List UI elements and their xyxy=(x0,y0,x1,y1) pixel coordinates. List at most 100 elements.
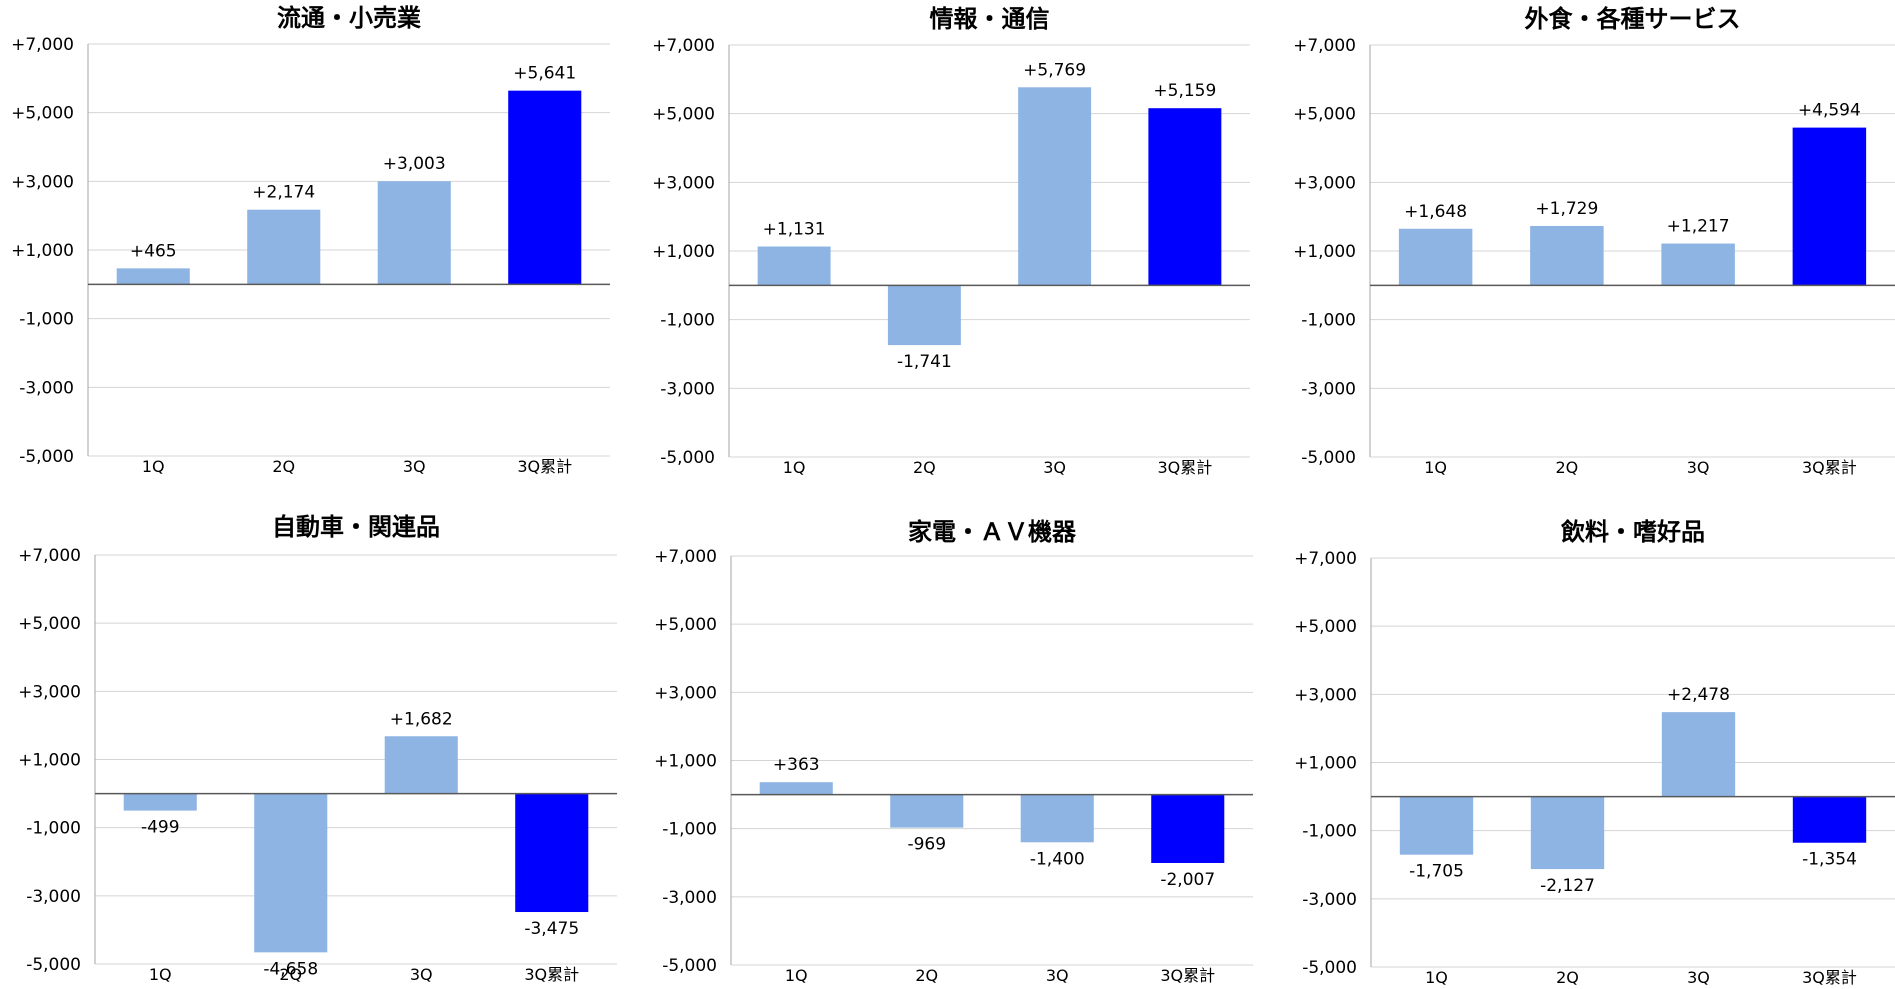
x-tick-label: 2Q xyxy=(913,458,936,477)
bar-quarter xyxy=(757,246,831,286)
data-label: +1,217 xyxy=(1667,217,1730,237)
data-label: +1,729 xyxy=(1535,199,1598,219)
y-tick-label: -3,000 xyxy=(660,379,715,399)
x-tick-label: 3Q xyxy=(403,457,426,476)
y-tick-label: +3,000 xyxy=(11,172,74,192)
bar-quarter xyxy=(384,736,458,794)
y-tick-label: +7,000 xyxy=(652,36,715,56)
y-tick-label: -1,000 xyxy=(1302,822,1357,842)
data-label: +2,174 xyxy=(252,183,315,203)
chart-title: 自動車・関連品 xyxy=(272,513,440,541)
y-tick-label: -5,000 xyxy=(662,956,717,976)
x-tick-label: 1Q xyxy=(785,966,808,985)
bar-quarter xyxy=(123,793,197,811)
y-tick-label: +3,000 xyxy=(1294,685,1357,705)
x-tick-label: 3Q累計 xyxy=(1160,966,1215,985)
y-tick-label: -3,000 xyxy=(26,887,81,907)
y-tick-label: -1,000 xyxy=(19,310,74,330)
y-tick-label: -1,000 xyxy=(26,819,81,839)
x-tick-label: 3Q累計 xyxy=(1157,458,1212,477)
y-tick-label: -3,000 xyxy=(1302,890,1357,910)
y-tick-label: +7,000 xyxy=(11,35,74,55)
y-tick-label: -5,000 xyxy=(660,448,715,468)
y-tick-label: -1,000 xyxy=(662,820,717,840)
data-label: +5,159 xyxy=(1153,81,1216,101)
bar-quarter xyxy=(1020,794,1094,843)
bar-chart: 飲料・嗜好品 +7,000 +5,000 +3,000 +1,000 -1,000 -3,0… xyxy=(1294,518,1895,987)
bar-quarter xyxy=(1530,225,1604,286)
data-label: -969 xyxy=(907,835,946,855)
y-tick-label: +7,000 xyxy=(654,547,717,567)
data-label: -1,354 xyxy=(1802,850,1857,870)
x-tick-label: 3Q累計 xyxy=(517,457,572,476)
bar-quarter xyxy=(1530,796,1605,870)
bar-quarter xyxy=(377,181,451,285)
y-tick-label: -5,000 xyxy=(26,955,81,975)
bar-quarter xyxy=(890,794,964,828)
x-tick-label: 2Q xyxy=(915,966,938,985)
x-tick-label: 3Q xyxy=(1043,458,1066,477)
y-tick-label: +1,000 xyxy=(1293,242,1356,262)
data-label: +465 xyxy=(130,241,177,261)
bar-chart: 流通・小売業 +7,000 +5,000 +3,000 +1,000 -1,000 -3,0… xyxy=(11,4,610,476)
bar-chart: 情報・通信 +7,000 +5,000 +3,000 +1,000 -1,000 -3,00… xyxy=(652,5,1250,477)
x-tick-label: 2Q xyxy=(272,457,295,476)
bar-quarter xyxy=(887,285,961,346)
bar-cumulative xyxy=(1148,108,1222,286)
y-tick-label: +1,000 xyxy=(654,752,717,772)
y-tick-label: +3,000 xyxy=(652,173,715,193)
bar-cumulative xyxy=(1792,127,1867,286)
data-label: -2,127 xyxy=(1540,876,1595,896)
x-tick-label: 1Q xyxy=(142,457,165,476)
bar-quarter xyxy=(1398,228,1473,286)
x-tick-label: 3Q累計 xyxy=(524,965,579,984)
bar-quarter xyxy=(1661,712,1736,797)
x-tick-label: 1Q xyxy=(1424,458,1447,477)
data-label: -3,475 xyxy=(524,919,579,939)
data-label: -1,705 xyxy=(1409,862,1464,882)
bar-cumulative xyxy=(508,90,582,285)
y-tick-label: +5,000 xyxy=(1293,105,1356,125)
bar-cumulative xyxy=(1792,796,1867,843)
bar-quarter xyxy=(1018,87,1092,286)
x-tick-label: 3Q xyxy=(1046,966,1069,985)
x-tick-label: 1Q xyxy=(1425,968,1448,987)
bar-quarter xyxy=(116,268,190,285)
bar-quarter xyxy=(254,793,328,953)
data-label: +1,131 xyxy=(763,220,826,240)
y-tick-label: +5,000 xyxy=(654,615,717,635)
data-label: -4,658 xyxy=(263,959,318,979)
bar-chart: 自動車・関連品 +7,000 +5,000 +3,000 +1,000 -1,000 -3,… xyxy=(18,513,617,984)
chart-title: 情報・通信 xyxy=(930,5,1050,33)
data-label: +4,594 xyxy=(1798,101,1861,121)
x-tick-label: 2Q xyxy=(279,965,302,984)
y-tick-label: +1,000 xyxy=(11,241,74,261)
y-tick-label: +5,000 xyxy=(11,104,74,124)
y-tick-label: +7,000 xyxy=(1293,36,1356,56)
y-tick-label: -3,000 xyxy=(19,378,74,398)
bar-cumulative xyxy=(515,793,589,913)
y-tick-label: -3,000 xyxy=(662,888,717,908)
data-label: +363 xyxy=(773,755,820,775)
data-label: +5,769 xyxy=(1023,60,1086,80)
y-tick-label: -3,000 xyxy=(1301,379,1356,399)
chart-title: 飲料・嗜好品 xyxy=(1560,518,1705,546)
y-tick-label: +5,000 xyxy=(1294,617,1357,637)
x-tick-label: 1Q xyxy=(783,458,806,477)
bar-cumulative xyxy=(1151,794,1225,863)
y-tick-label: +7,000 xyxy=(18,546,81,566)
data-label: +3,003 xyxy=(383,154,446,174)
y-tick-label: -5,000 xyxy=(1301,448,1356,468)
data-label: +1,682 xyxy=(390,709,453,729)
y-tick-label: +3,000 xyxy=(18,682,81,702)
x-tick-label: 3Q xyxy=(1687,458,1710,477)
y-tick-label: +3,000 xyxy=(1293,173,1356,193)
data-label: +1,648 xyxy=(1404,202,1467,222)
y-tick-label: -1,000 xyxy=(660,311,715,331)
bar-quarter xyxy=(759,782,833,795)
x-tick-label: 3Q累計 xyxy=(1802,458,1857,477)
data-label: +5,641 xyxy=(513,64,576,84)
chart-panel-automotive: 自動車・関連品 +7,000 +5,000 +3,000 +1,000 -1,000 -3,… xyxy=(0,500,630,989)
data-label: +2,478 xyxy=(1667,685,1730,705)
x-tick-label: 1Q xyxy=(149,965,172,984)
